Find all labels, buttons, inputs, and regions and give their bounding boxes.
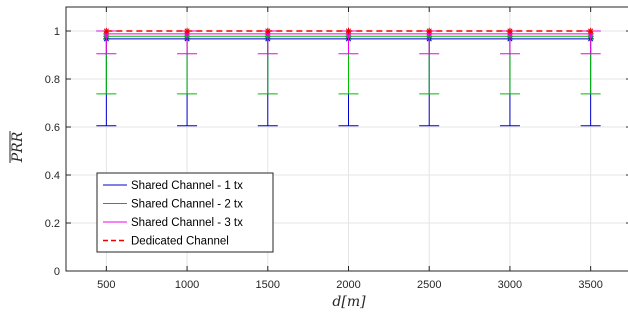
- y-tick-labels: 0 0.2 0.4 0.6 0.8 1: [45, 26, 60, 278]
- x-tick-label: 2500: [417, 279, 441, 291]
- y-tick-label: 0.6: [45, 122, 60, 134]
- axes: [65, 6, 628, 272]
- y-tick-label: 0.2: [45, 218, 60, 230]
- marker-stroke: [588, 28, 594, 34]
- legend-label: Shared Channel - 3 tx: [131, 217, 243, 229]
- marker-stroke: [345, 28, 352, 34]
- y-tick-label: 0.8: [45, 74, 60, 86]
- x-tick-label: 500: [97, 279, 115, 291]
- legend-label: Dedicated Channel: [131, 236, 229, 248]
- svg-text:PRR: PRR: [10, 131, 26, 163]
- data-point: [345, 27, 352, 35]
- x-tick-label: 2000: [336, 279, 360, 291]
- y-tick-label: 1: [54, 26, 60, 38]
- data-point: [183, 27, 191, 35]
- x-tick-label: 3000: [498, 279, 522, 291]
- x-tick-label: 1500: [256, 279, 280, 291]
- marker-stroke: [507, 28, 513, 34]
- y-axis-label: PRR: [9, 131, 26, 163]
- marker-stroke: [103, 28, 109, 34]
- data-point: [426, 27, 433, 35]
- x-tick-label: 1000: [175, 279, 199, 291]
- legend-item-1: Shared Channel - 1 tx: [103, 180, 243, 192]
- legend: Shared Channel - 1 tx Shared Channel - 2 …: [96, 172, 274, 253]
- data-point: [506, 27, 514, 35]
- series-4: [103, 27, 594, 35]
- series-layer: [96, 27, 601, 127]
- x-tick-label: 3500: [578, 279, 602, 291]
- marker-stroke: [265, 28, 271, 34]
- legend-label: Shared Channel - 1 tx: [131, 180, 243, 192]
- marker-stroke: [184, 28, 190, 34]
- y-tick-label: 0: [54, 266, 60, 278]
- legend-label: Shared Channel - 2 tx: [131, 199, 243, 211]
- data-point: [587, 27, 594, 35]
- legend-item-2: Shared Channel - 2 tx: [103, 199, 243, 211]
- legend-item-3: Shared Channel - 3 tx: [103, 217, 243, 229]
- legend-item-4: Dedicated Channel: [103, 236, 229, 248]
- legend-box: [96, 172, 274, 253]
- marker-stroke: [426, 28, 432, 34]
- x-tick-labels: 500 1000 1500 2000 2500 3000 3500: [97, 279, 603, 291]
- y-tick-label: 0.4: [45, 170, 60, 182]
- svg-text:d[m]: d[m]: [332, 294, 366, 310]
- x-axis-label: d[m]: [332, 294, 366, 310]
- data-point: [103, 27, 110, 35]
- data-point: [264, 27, 271, 35]
